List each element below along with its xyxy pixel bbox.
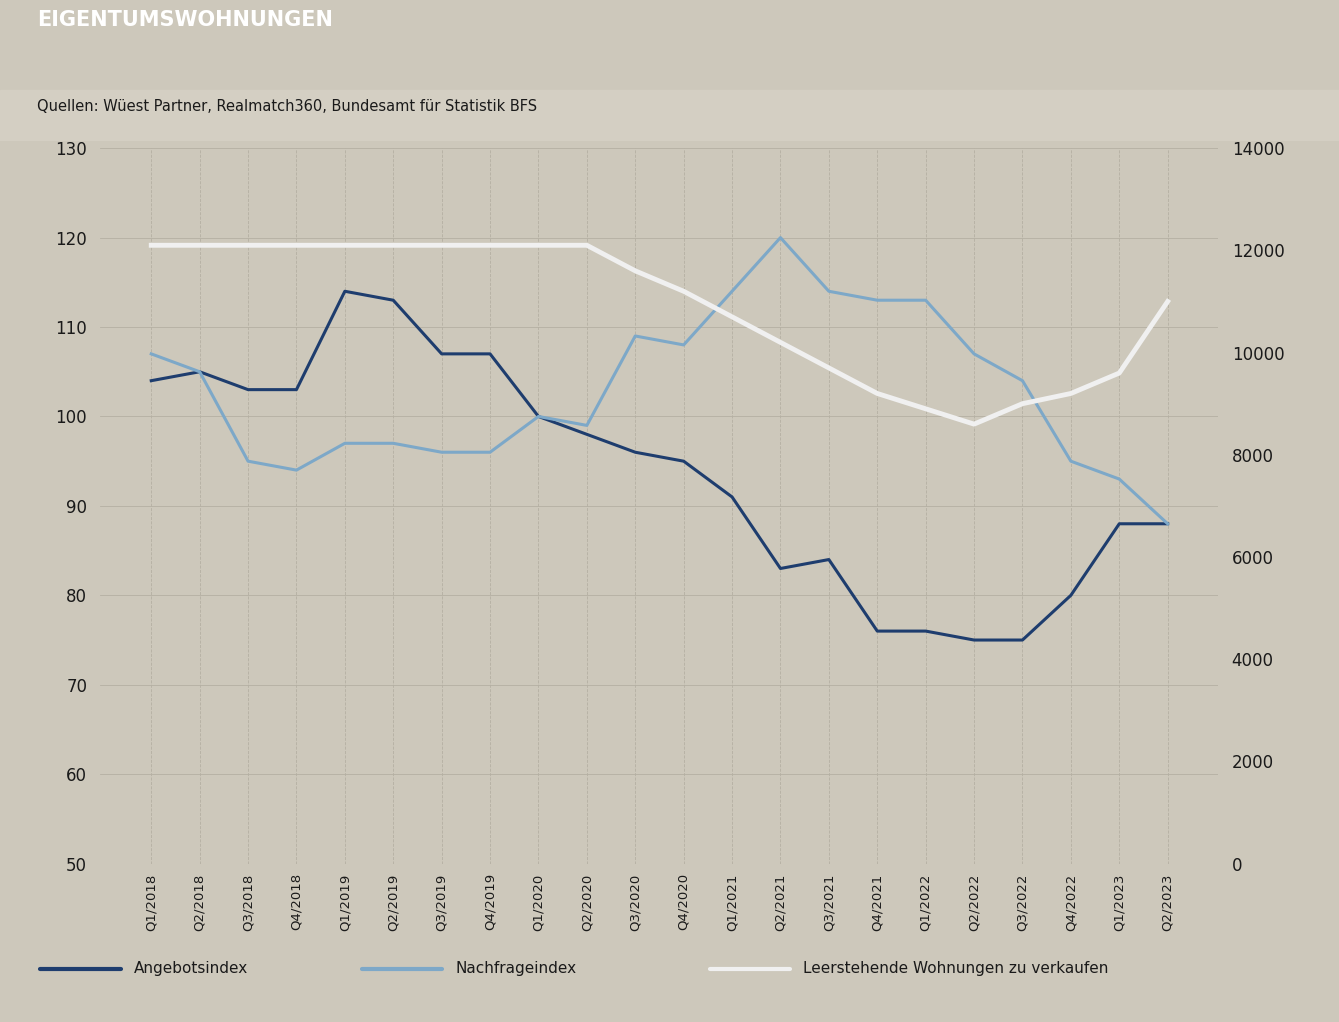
Text: EIGENTUMSWOHNUNGEN: EIGENTUMSWOHNUNGEN <box>37 10 333 30</box>
Text: Angebotsindex: Angebotsindex <box>134 962 248 976</box>
Bar <box>0 90 1339 141</box>
Text: Quellen: Wüest Partner, Realmatch360, Bundesamt für Statistik BFS: Quellen: Wüest Partner, Realmatch360, Bu… <box>37 99 538 113</box>
Text: Nachfrageindex: Nachfrageindex <box>455 962 576 976</box>
Text: Leerstehende Wohnungen zu verkaufen: Leerstehende Wohnungen zu verkaufen <box>803 962 1109 976</box>
